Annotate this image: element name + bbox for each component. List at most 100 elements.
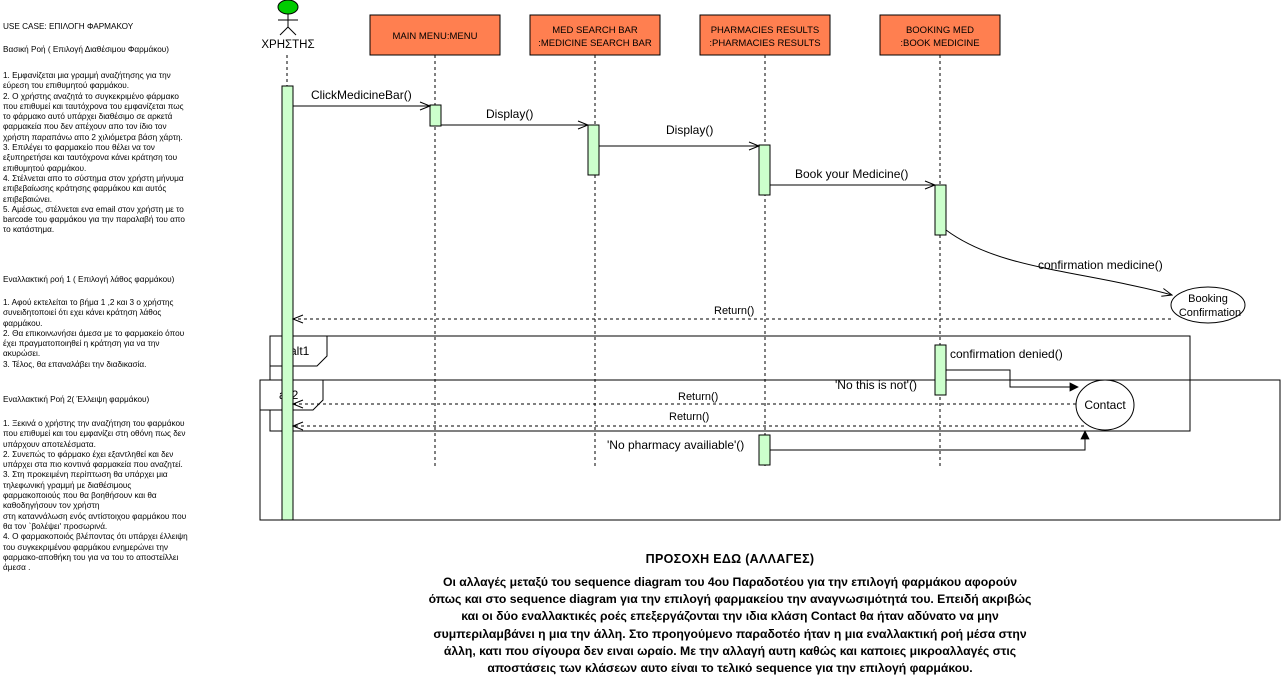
step-line: καθοδηγήσουν τον χρήστη [3, 501, 100, 511]
message-confirmation-denied: confirmation denied() [946, 347, 1079, 392]
message-book-medicine: Book your Medicine() [770, 167, 935, 185]
step-line: επιβεβαιώνει. [3, 194, 52, 204]
message-no-pharmacy: 'No pharmacy availiable'() [607, 430, 1090, 452]
step-line: επιθυμητού φαρμάκου. [3, 163, 87, 173]
note-title: ΠΡΟΣΟΧΗ ΕΔΩ (ΑΛΛΑΓΕΣ) [645, 552, 815, 566]
step-line: εξυπηρετήσει και ταυτόχρονα κάνει κράτησ… [3, 153, 178, 163]
note-line: όπως και στο sequence diagram για την επ… [428, 592, 1032, 607]
contact-node: Contact [1075, 379, 1135, 431]
menu-activation [429, 104, 442, 127]
alt1-label: alt1 [290, 344, 310, 358]
step-line: 1. Ξεκινά ο χρήστης την αναζήτηση του φα… [3, 419, 185, 428]
message-label: Book your Medicine() [795, 167, 908, 181]
actor-figure: ΧΡΗΣΤΗΣ [261, 0, 315, 51]
message-confirmation-medicine: confirmation medicine() [945, 229, 1172, 295]
step-line: 3. Τέλος, θα επαναλάβει την διαδικασία. [3, 359, 147, 369]
actor-label: ΧΡΗΣΤΗΣ [261, 39, 314, 51]
step-line: 1. Αφού εκτελείται το βήμα 1 ,2 και 3 ο … [3, 298, 174, 307]
step-line: 3. Στη προκειμένη περίπτωση θα υπάρχει μ… [3, 470, 168, 480]
note-body: Οι αλλαγές μεταξύ του sequence diagram τ… [385, 574, 1075, 677]
step-line: έχει πραγματοποιηθεί η κράτηση για να τη… [3, 339, 160, 349]
note-line: άλλη, κατι που σίγουρα δεν ειναι ωραίο. … [443, 643, 1017, 658]
step-line: φαρμακο-αποθήκη του για να του το αποστε… [3, 552, 179, 562]
step-line: που επιθυμεί και του εμφανίζει στη οθόνη… [3, 429, 186, 439]
step-line: του συγκεκριμένου φαρμάκου ενημερώνει τη… [3, 542, 169, 552]
book-header-line2: :BOOK MEDICINE [900, 38, 979, 49]
alt-flow-1-steps: 1. Αφού εκτελείται το βήμα 1 ,2 και 3 ο … [3, 298, 253, 370]
step-line: άμεσα . [3, 563, 31, 573]
note-line: Οι αλλαγές μεταξύ του sequence diagram τ… [442, 575, 1018, 589]
step-line: 5. Αμέσως, στέλνεται ενα email στον χρήσ… [3, 204, 184, 214]
step-line: που επιθυμεί και ταυτόχρονα του εμφανίζε… [3, 101, 184, 111]
alt-flow-1-heading: Εναλλακτική ροή 1 ( Επιλογή λάθος φαρμάκ… [3, 275, 175, 284]
booking-node-line1: Booking [1188, 293, 1228, 305]
step-line: τηλεφωνική γραμμή με διαθέσιμους [3, 480, 132, 490]
search-header-line1: MED SEARCH BAR [552, 25, 638, 36]
step-line: στη καταννάλωση ενός αντίστοιχου φαρμάκο… [3, 511, 187, 521]
contact-label: Contact [1084, 398, 1126, 412]
message-label: Return() [669, 411, 709, 423]
pharm-header-line2: :PHARMACIES RESULTS [709, 38, 820, 49]
book-activation [934, 184, 947, 236]
lifeline-header-book: BOOKING MED :BOOK MEDICINE [879, 14, 1001, 56]
note-line: συμπεριλαμβάνει η μια την άλλη. Στο προη… [433, 626, 1027, 641]
step-line: 4. Στέλνεται απο το σύστημα στον χρήστη … [3, 173, 184, 183]
search-activation [587, 124, 600, 176]
step-line: ακυρώσει. [3, 349, 41, 359]
booking-confirmation-node: Booking Confirmation [1170, 286, 1246, 324]
step-line: χρήστη παραπάνω απο 2 χιλιόμετρα βάση χά… [3, 132, 183, 142]
step-line: φαρμακεία που δεν απέχουν απο τον ίδιο τ… [3, 122, 167, 132]
step-line: το φάρμακο αυτό υπάρχει διαθέσιμο σε αρκ… [3, 112, 173, 122]
pharm-nopharmacy-activation [758, 434, 771, 466]
step-line: υπάρχει στα πιο κοντινά φαρμακεία που αν… [3, 460, 183, 470]
message-label: confirmation medicine() [1038, 258, 1163, 272]
message-label: Return() [714, 305, 754, 317]
message-return-2: Return() [293, 391, 1076, 404]
message-label: 'No pharmacy availiable'() [607, 438, 744, 452]
message-label: confirmation denied() [950, 347, 1063, 361]
pharm-header-line1: PHARMACIES RESULTS [711, 25, 820, 36]
step-line: barcode του φαρμάκου για την παραλαβή το… [3, 215, 185, 225]
lifeline-header-pharm: PHARMACIES RESULTS :PHARMACIES RESULTS [699, 14, 831, 56]
step-line: επιβεβαίωσης κράτησης φαρμάκου και αυτός [3, 184, 167, 194]
actor-activation [281, 85, 294, 521]
step-line: φαρμακοποιούς που θα βοηθήσουν και θα [3, 491, 157, 501]
basic-flow-heading: Βασική Ροή ( Επιλογή Διαθέσιμου Φαρμάκου… [3, 45, 169, 54]
step-line: υπάρχουν αποτελέσματα. [3, 439, 96, 449]
alt-flow-2-steps: 1. Ξεκινά ο χρήστης την αναζήτηση του φα… [3, 419, 253, 573]
message-label: Display() [486, 107, 533, 121]
booking-node-line2: Confirmation [1179, 307, 1241, 319]
note-line: αποστάσεις των κλάσεων αυτο είναι το τελ… [487, 661, 973, 676]
message-return-3: Return() [293, 411, 1084, 426]
lifeline-header-search: MED SEARCH BAR :MEDICINE SEARCH BAR [529, 14, 661, 56]
use-case-title: USE CASE: ΕΠΙΛΟΓΗ ΦΑΡΜΑΚΟΥ [3, 22, 134, 31]
menu-header-text: MAIN MENU:MENU [393, 31, 478, 42]
step-line: 1. Εμφανίζεται μια γραμμή αναζήτησης για… [3, 71, 171, 80]
basic-flow-steps: 1. Εμφανίζεται μια γραμμή αναζήτησης για… [3, 71, 253, 236]
note-line: και οι δύο εναλλακτικές ροές επεξεργάζον… [461, 609, 999, 624]
message-click-medicine-bar: ClickMedicineBar() [293, 88, 430, 106]
step-line: 2. Ο χρήστης αναζητά το συγκεκριμένο φάρ… [3, 91, 179, 101]
step-line: εύρεση του επιθυμητού φαρμάκου. [3, 81, 130, 91]
actor-head [277, 0, 299, 15]
step-line: θα τον `βολέψει' προσωρινά. [3, 521, 108, 531]
step-line: 3. Επιλέγει το φαρμακείο που θέλει να το… [3, 143, 155, 153]
message-label: Display() [666, 123, 713, 137]
message-label: Return() [678, 391, 718, 403]
book-header-line1: BOOKING MED [906, 25, 974, 36]
book-denied-activation [934, 344, 947, 396]
lifeline-header-menu: MAIN MENU:MENU [369, 14, 501, 56]
alt-flow-2-heading: Εναλλακτική Ροή 2( Έλλειψη φαρμάκου) [3, 395, 150, 404]
step-line: συνειδητοποιεί ότι εχει κάνει κράτηση λά… [3, 308, 162, 318]
step-line: 4. Ο φαρμακοποιός βλέποντας ότι υπάρχει … [3, 532, 188, 542]
message-label: ClickMedicineBar() [311, 88, 412, 102]
message-display-2: Display() [599, 123, 759, 146]
message-no-this-is-not: 'No this is not'() [835, 378, 917, 392]
pharm-activation [758, 144, 771, 196]
step-line: φαρμάκου. [3, 318, 43, 328]
search-header-line2: :MEDICINE SEARCH BAR [538, 38, 652, 49]
step-line: 2. Θα επικοινωνήσει άμεσα με το φαρμακεί… [3, 328, 185, 338]
message-return-1: Return() [293, 305, 1171, 319]
step-line: 2. Συνεπώς το φάρμακο έχει εξαντληθεί κα… [3, 449, 174, 459]
